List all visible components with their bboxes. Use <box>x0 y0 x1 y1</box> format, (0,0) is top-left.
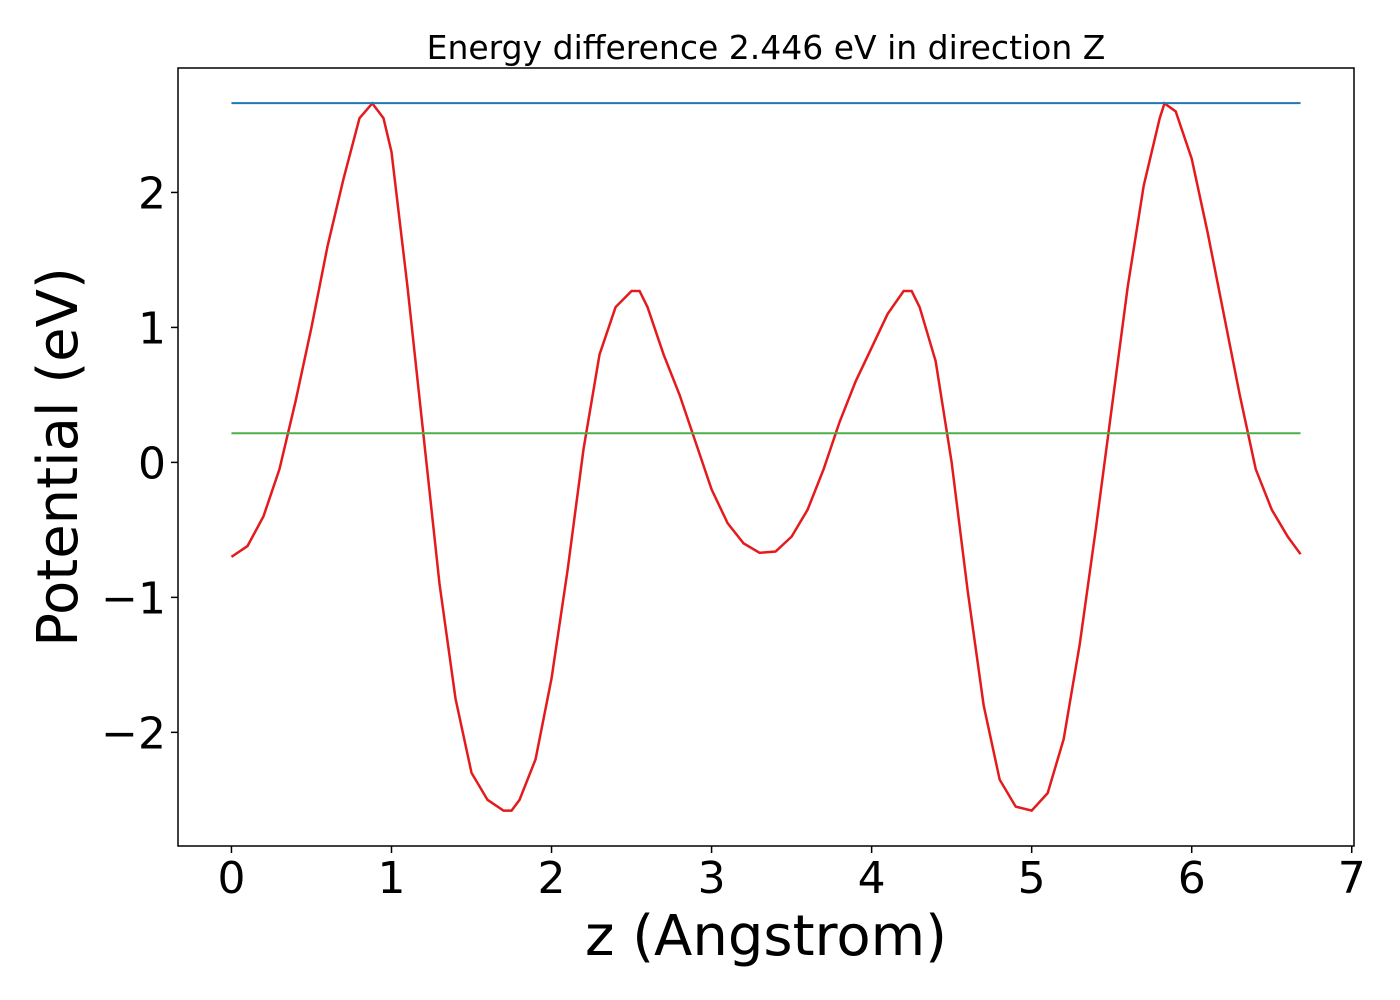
y-tick-label: −2 <box>101 708 166 759</box>
plot-frame <box>177 67 1355 847</box>
x-axis-label: z (Angstrom) <box>585 904 947 969</box>
x-tick-label: 4 <box>858 853 886 904</box>
y-tick-label: −1 <box>101 573 166 624</box>
x-tick-label: 5 <box>1018 853 1046 904</box>
series-line <box>230 101 1302 813</box>
x-tick-label: 6 <box>1178 853 1206 904</box>
y-tick-label: 0 <box>138 438 166 489</box>
chart-title: Energy difference 2.446 eV in direction … <box>427 28 1106 67</box>
y-tick-label: 1 <box>138 303 166 354</box>
x-tick-label: 3 <box>698 853 726 904</box>
y-tick-label: 2 <box>138 168 166 219</box>
x-tick-label: 2 <box>538 853 566 904</box>
x-tick-label: 1 <box>377 853 405 904</box>
x-tick-label: 0 <box>217 853 245 904</box>
y-axis-label: Potential (eV) <box>26 267 91 647</box>
x-tick-label: 7 <box>1338 853 1366 904</box>
